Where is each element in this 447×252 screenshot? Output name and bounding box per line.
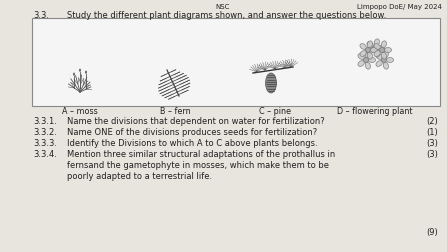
Ellipse shape [378, 46, 384, 50]
Ellipse shape [368, 57, 375, 62]
Ellipse shape [383, 51, 388, 58]
Text: C – pine: C – pine [259, 107, 291, 116]
Ellipse shape [367, 41, 372, 48]
Ellipse shape [358, 54, 364, 59]
FancyBboxPatch shape [32, 18, 440, 106]
Text: (1): (1) [426, 128, 438, 137]
Text: Mention three similar structural adaptations of the prothallus in: Mention three similar structural adaptat… [67, 150, 335, 159]
Ellipse shape [376, 54, 382, 59]
Circle shape [363, 57, 368, 62]
Text: 3.3.4.: 3.3.4. [33, 150, 57, 159]
Text: B – fern: B – fern [160, 107, 190, 116]
Ellipse shape [374, 50, 380, 57]
Ellipse shape [367, 42, 373, 47]
Ellipse shape [360, 44, 367, 49]
Ellipse shape [79, 69, 81, 72]
Text: (2): (2) [426, 117, 438, 126]
Ellipse shape [367, 49, 373, 54]
Text: A – moss: A – moss [62, 107, 98, 116]
Ellipse shape [266, 73, 277, 93]
Circle shape [380, 47, 384, 52]
Ellipse shape [387, 57, 393, 62]
Circle shape [381, 57, 387, 62]
Ellipse shape [376, 61, 382, 67]
Ellipse shape [371, 47, 378, 52]
Text: 3.3.3.: 3.3.3. [33, 139, 57, 148]
Ellipse shape [365, 62, 371, 69]
Text: fernsand the gametophyte in mosses, which make them to be: fernsand the gametophyte in mosses, whic… [67, 161, 329, 170]
Ellipse shape [73, 73, 75, 76]
Text: Identify the Divisions to which A to C above plants belongs.: Identify the Divisions to which A to C a… [67, 139, 318, 148]
Text: Name ONE of the divisions produces seeds for fertilization?: Name ONE of the divisions produces seeds… [67, 128, 317, 137]
Circle shape [366, 47, 371, 52]
Ellipse shape [374, 51, 380, 56]
Text: D – flowering plant: D – flowering plant [337, 107, 413, 116]
Text: (9): (9) [426, 228, 438, 237]
Text: Limpopo DoE/ May 2024: Limpopo DoE/ May 2024 [357, 4, 442, 10]
Ellipse shape [367, 52, 372, 59]
Ellipse shape [374, 44, 380, 49]
Ellipse shape [365, 51, 371, 58]
Text: Study the different plant diagrams shown, and answer the questions below.: Study the different plant diagrams shown… [67, 11, 386, 20]
Ellipse shape [383, 62, 388, 69]
Text: (3): (3) [426, 150, 438, 159]
Ellipse shape [381, 41, 387, 48]
Ellipse shape [381, 52, 387, 59]
Ellipse shape [360, 51, 367, 56]
Text: 3.3.2.: 3.3.2. [33, 128, 57, 137]
Text: Name the divisions that dependent on water for fertilization?: Name the divisions that dependent on wat… [67, 117, 325, 126]
Text: 3.3.1.: 3.3.1. [33, 117, 57, 126]
Ellipse shape [384, 47, 392, 52]
Ellipse shape [85, 71, 87, 74]
Text: poorly adapted to a terrestrial life.: poorly adapted to a terrestrial life. [67, 172, 212, 181]
Text: 3.3.: 3.3. [33, 11, 49, 20]
Text: (3): (3) [426, 139, 438, 148]
Ellipse shape [358, 61, 364, 67]
Circle shape [372, 46, 378, 50]
Text: NSC: NSC [216, 4, 230, 10]
Ellipse shape [374, 39, 380, 46]
